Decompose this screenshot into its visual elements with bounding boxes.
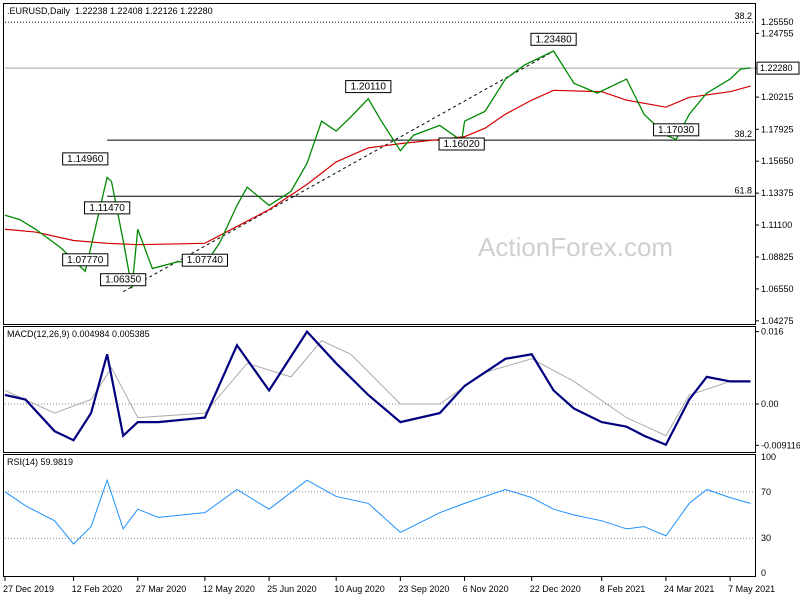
price-tick-label-2: 1.20215	[761, 92, 794, 102]
price-tick-label-4: 1.15650	[761, 156, 794, 166]
fib-label-0: 38.2	[734, 11, 752, 21]
rsi-layer	[4, 478, 755, 545]
trendline	[122, 50, 554, 293]
annotation-8: 1.06350	[105, 275, 142, 286]
date-tick-label-7: 6 Nov 2020	[463, 584, 509, 594]
date-tick-label-3: 12 May 2020	[203, 584, 255, 594]
macd-signal-line	[4, 340, 751, 437]
current-price-label: 1.22280	[760, 63, 793, 73]
macd-layer	[4, 329, 755, 447]
price-tick-label-0: 1.24755	[761, 28, 794, 38]
annotation-box-3	[653, 123, 700, 137]
price-tick-label-3: 1.17925	[761, 124, 794, 134]
annotation-box-0	[530, 32, 577, 46]
annotation-box-8	[100, 273, 147, 287]
macd-tick-label-0: 0.016	[761, 327, 784, 337]
annotation-box-6	[62, 253, 109, 267]
annotation-6: 1.07770	[67, 255, 104, 266]
top-hline-value: 1.25550	[761, 17, 794, 27]
annotation-0: 1.23480	[536, 34, 573, 45]
annotation-box-5	[84, 201, 131, 215]
date-tick-label-10: 24 Mar 2021	[664, 584, 715, 594]
rsi-tick-label-3: 0	[761, 568, 766, 578]
rsi-tick-label-2: 30	[761, 533, 771, 543]
date-tick-label-5: 10 Aug 2020	[334, 584, 385, 594]
price-line	[4, 50, 751, 289]
annotation-box-1	[345, 80, 392, 94]
macd-tick-label-2: -0.009116	[761, 440, 800, 450]
annotation-box-2	[438, 137, 485, 151]
date-tick-label-2: 27 Mar 2020	[136, 584, 187, 594]
date-tick-label-8: 22 Dec 2020	[530, 584, 581, 594]
axis-layer: 1.24755 1.22280 1.20215 1.17925 1.15650 1.133…	[3, 17, 800, 594]
annotation-5: 1.11470	[89, 203, 125, 214]
current-price-box	[756, 61, 800, 75]
fib-label-2: 38.2	[734, 129, 752, 139]
price-tick-label-6: 1.11100	[761, 220, 792, 230]
macd-panel	[3, 326, 756, 453]
annotation-1: 1.20110	[351, 82, 387, 93]
date-tick-label-0: 27 Dec 2019	[3, 584, 54, 594]
rsi-panel	[3, 454, 756, 577]
macd-header: MACD(12,26,9) 0.004984 0.005385	[7, 329, 150, 339]
price-tick-label-9: 1.04275	[761, 316, 794, 326]
watermark: ActionForex.com	[478, 232, 673, 262]
annotation-2: 1.16020	[444, 139, 481, 150]
annotation-box-4	[62, 152, 109, 166]
price-tick-label-8: 1.06550	[761, 284, 794, 294]
annotation-7: 1.07740	[187, 255, 224, 266]
rsi-tick-label-0: 100	[761, 452, 776, 462]
price-header: .EURUSD,Daily 1.22238 1.22408 1.22126 1.2…	[7, 6, 213, 16]
price-tick-label-7: 1.08825	[761, 252, 794, 262]
macd-main-line	[4, 329, 751, 447]
date-tick-label-1: 12 Feb 2020	[72, 584, 123, 594]
date-tick-label-11: 7 May 2021	[728, 584, 775, 594]
macd-tick-label-1: 0.00	[761, 399, 779, 409]
date-tick-label-6: 23 Sep 2020	[398, 584, 449, 594]
rsi-header: RSI(14) 59.9819	[7, 457, 73, 467]
date-tick-label-4: 25 Jun 2020	[267, 584, 317, 594]
rsi-tick-label-1: 70	[761, 487, 771, 497]
fib-label-3: 61.8	[734, 185, 752, 195]
annotation-box-7	[181, 253, 228, 267]
price-tick-label-5: 1.13375	[761, 188, 794, 198]
annotation-4: 1.14960	[67, 154, 104, 165]
moving-average-line	[4, 85, 751, 246]
rsi-line	[4, 478, 751, 545]
price-layer: 38.2 38.2 61.8 1.23480 1.20110 1.16020 1.17030…	[4, 11, 755, 293]
annotation-3: 1.17030	[658, 125, 695, 136]
date-tick-label-9: 8 Feb 2021	[600, 584, 646, 594]
